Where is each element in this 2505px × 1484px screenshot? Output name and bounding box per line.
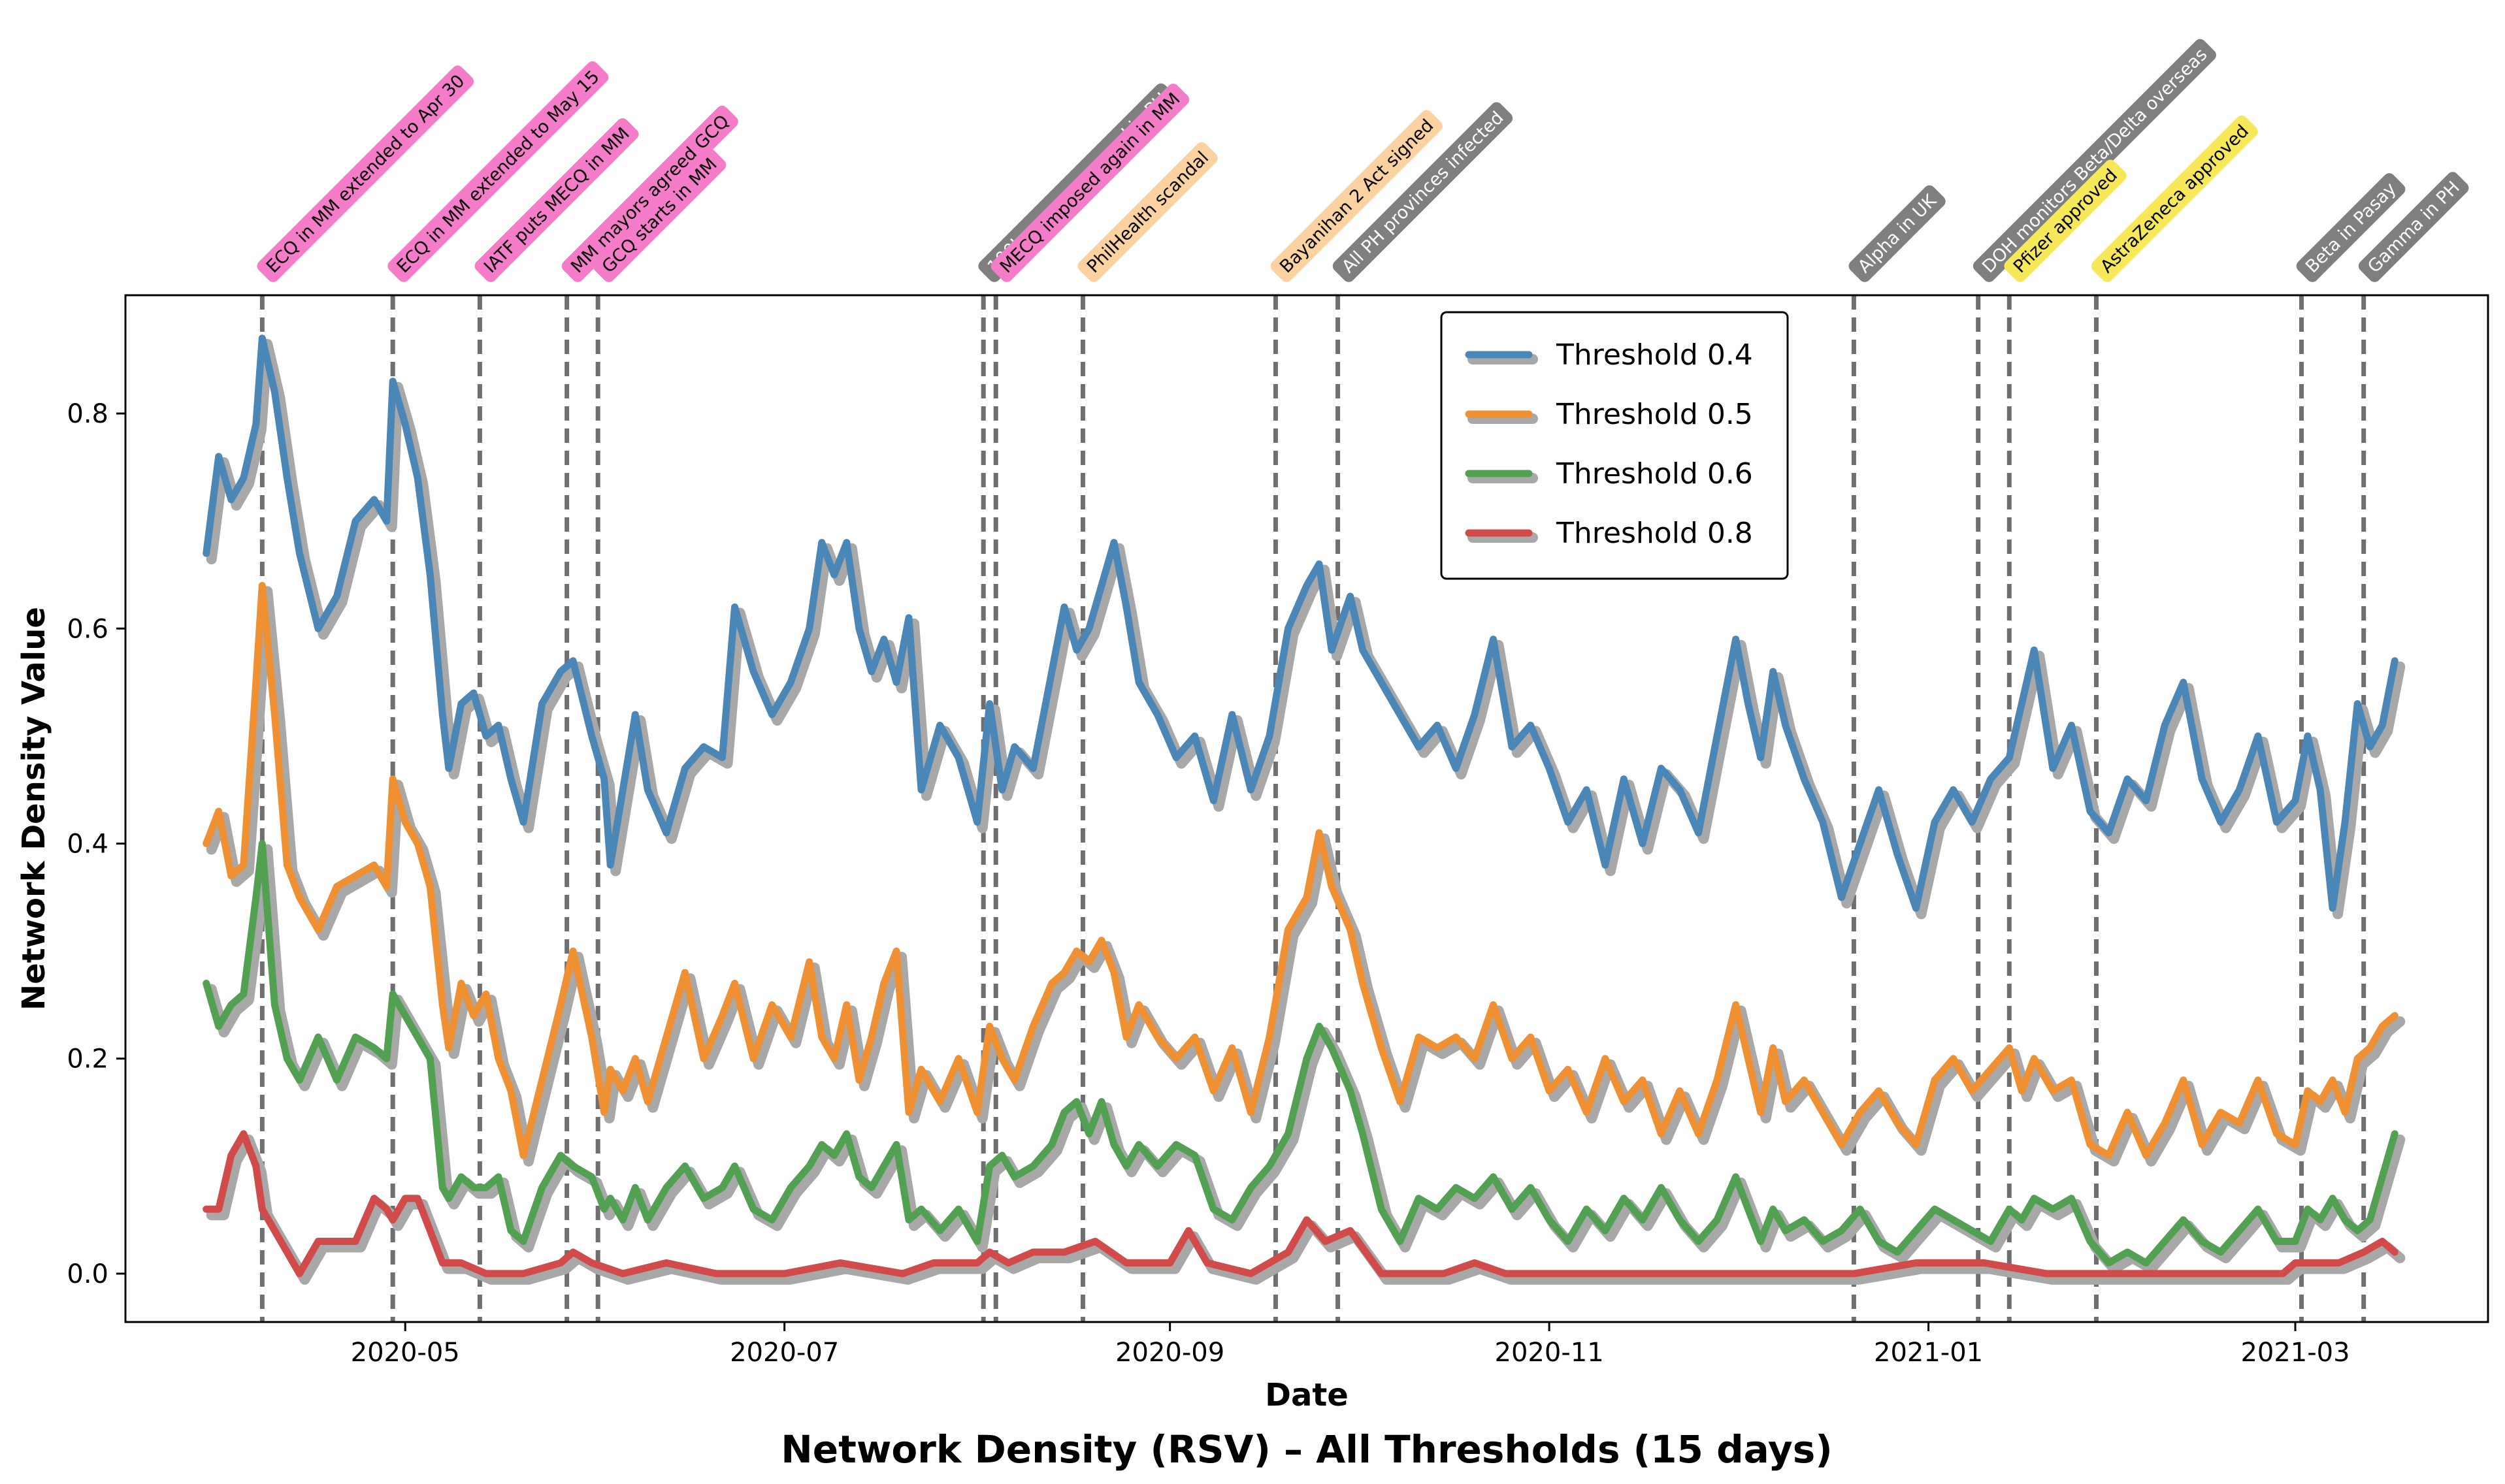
legend-label: Threshold 0.6	[1556, 457, 1753, 491]
x-axis: 2020-05 2020-07 2020-09 2020-11 2021-01 2021-…	[351, 1322, 2350, 1368]
x-tick-label: 2021-01	[1874, 1338, 1983, 1368]
event-label-box	[387, 61, 609, 282]
legend-label: Threshold 0.4	[1556, 338, 1753, 372]
x-tick-label: 2020-11	[1495, 1338, 1604, 1368]
y-axis-title: Network Density Value	[16, 607, 52, 1010]
series-line	[203, 334, 2399, 912]
x-axis-title: Date	[1265, 1377, 1349, 1413]
y-tick-label: 0.6	[67, 614, 108, 644]
y-tick-label: 0.8	[67, 399, 108, 429]
event-label-box	[2091, 115, 2258, 282]
event-label-box	[593, 148, 727, 282]
legend-label: Threshold 0.5	[1556, 398, 1753, 431]
series-line	[203, 840, 2399, 1266]
event-label-box	[1270, 110, 1443, 282]
x-tick-label: 2020-07	[730, 1338, 839, 1368]
series-shadow	[206, 1134, 2406, 1285]
y-axis: 0.0 0.2 0.4 0.6 0.8	[67, 399, 125, 1289]
series-line	[203, 1130, 2399, 1278]
event-label-box	[1332, 102, 1513, 282]
legend-label: Threshold 0.8	[1556, 517, 1753, 550]
event-label-box	[2296, 173, 2406, 282]
x-tick-label: 2021-03	[2240, 1338, 2349, 1368]
x-tick-label: 2020-09	[1115, 1338, 1224, 1368]
y-tick-label: 0.4	[67, 829, 108, 859]
event-label-box	[1077, 142, 1218, 282]
event-label-box	[257, 65, 474, 282]
event-label-box	[561, 105, 738, 282]
event-label-box	[2358, 172, 2469, 282]
legend: Threshold 0.4 Threshold 0.5 Threshold 0.6 T…	[1440, 311, 1789, 580]
event-label-box	[1973, 39, 2216, 282]
y-tick-label: 0.2	[67, 1044, 108, 1074]
event-label-box	[991, 84, 1190, 282]
y-tick-label: 0.0	[67, 1259, 108, 1289]
series-line	[203, 581, 2399, 1159]
event-label-box	[1848, 185, 1946, 282]
event-label-box	[474, 118, 639, 282]
series-lines	[203, 334, 2406, 1285]
legend-box	[1440, 311, 1789, 580]
event-label-box	[2004, 159, 2127, 282]
chart-title: Network Density (RSV) – All Thresholds (…	[781, 1427, 1833, 1472]
plot-frame	[124, 294, 2489, 1323]
x-tick-label: 2020-05	[351, 1338, 460, 1368]
